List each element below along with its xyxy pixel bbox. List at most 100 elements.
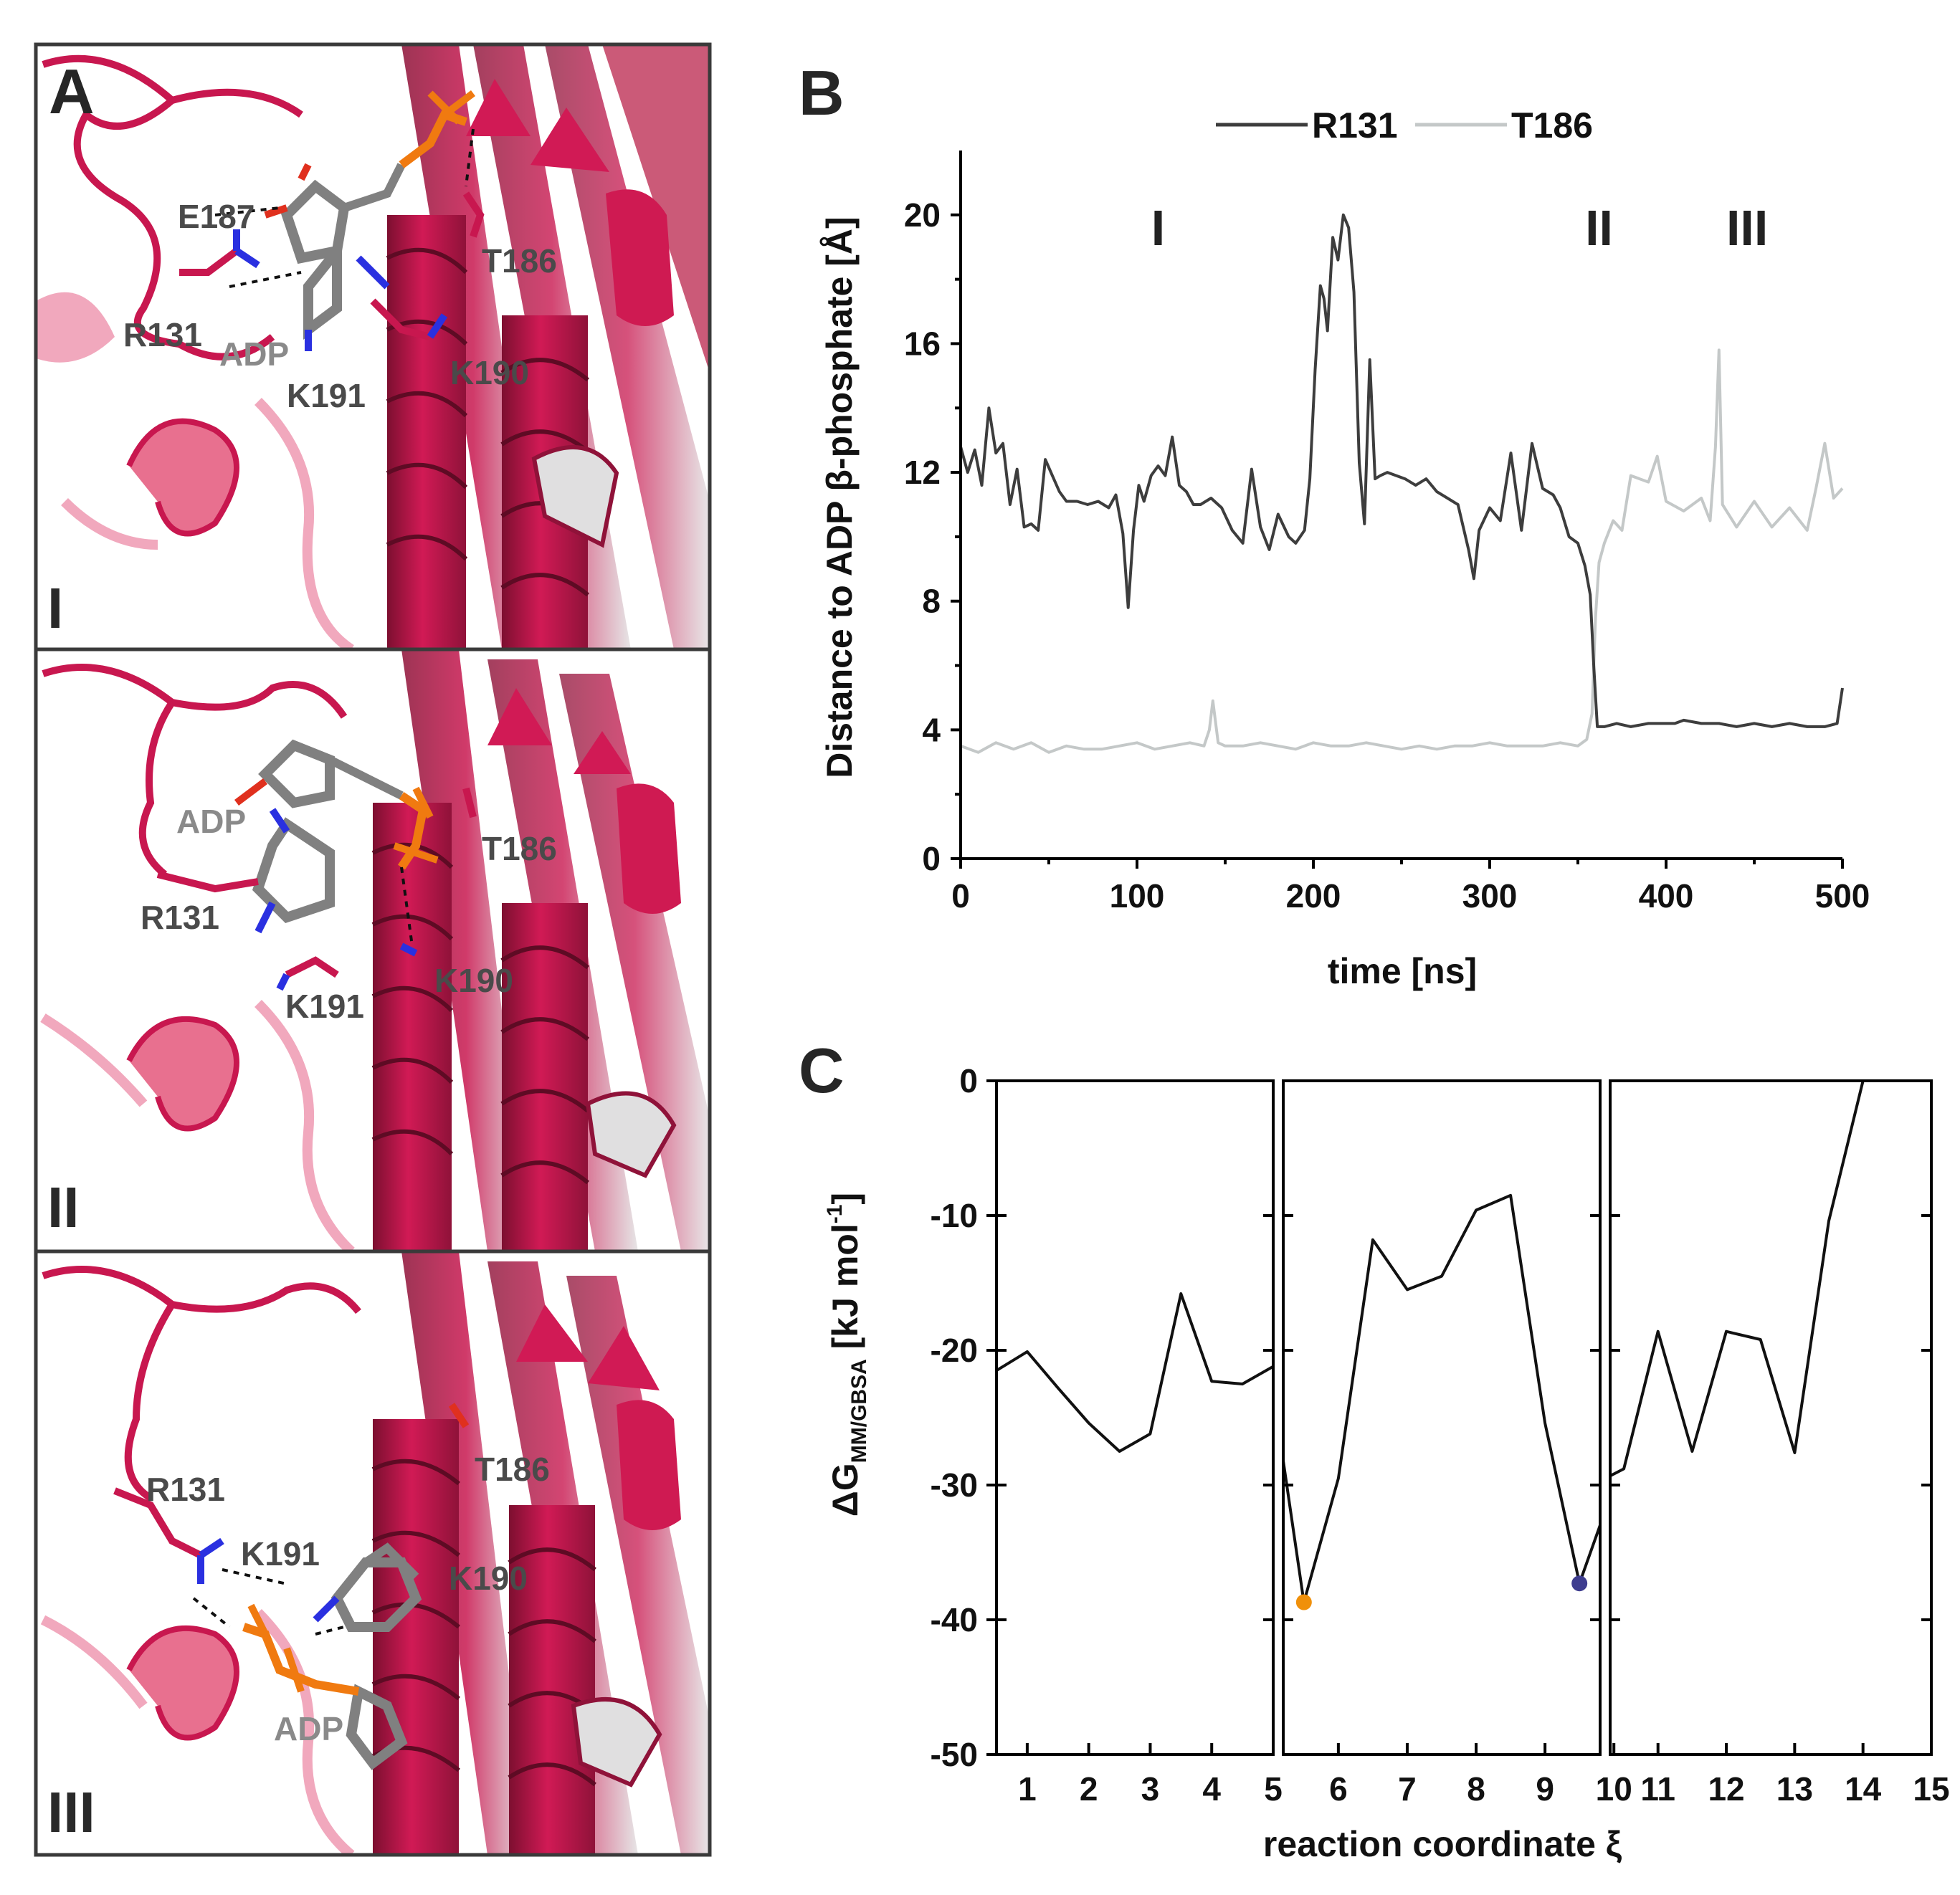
y-tick-label: 12 [904,454,941,491]
protein-cartoon [36,44,710,649]
panel-a-structures: E187 R131 ADP K191 K190 T186 I [34,42,712,1857]
protein-cartoon [40,649,710,1251]
x-tick-label: 300 [1462,877,1518,915]
x-tick-label: 6 [1329,1770,1348,1808]
y-axis-title: ΔGMM/GBSA [kJ mol-1] [823,1193,871,1517]
state-label-3: III [47,1780,95,1844]
y-tick-label: 4 [922,711,941,748]
x-tick-label: 5 [1264,1770,1283,1808]
x-tick-label: 2 [1080,1770,1098,1808]
label-e187: E187 [178,198,254,235]
series-line-panel-1 [996,1292,1273,1453]
label-t186: T186 [482,242,557,280]
ligand-adp [280,90,475,351]
x-tick-label: 100 [1110,877,1165,915]
y-axis-title-main: ΔG [825,1463,865,1517]
legend-label-r131: R131 [1312,105,1398,145]
legend: R131 T186 [1216,105,1593,145]
panel-a-frame [34,42,712,1857]
y-axis-title-unit: [kJ mol [825,1223,865,1359]
y-axis-title-close: ] [825,1193,865,1205]
y-tick-label: 0 [922,840,941,877]
label-r131: R131 [123,316,202,353]
label-t186: T186 [482,830,557,867]
x-tick-label: 7 [1398,1770,1417,1808]
y-tick-label: 20 [904,196,941,234]
region-label: III [1726,200,1768,256]
structure-panel-1: E187 R131 ADP K191 K190 T186 I [36,44,710,649]
structure-panel-2: R131 ADP T186 K191 K190 II [36,649,710,1251]
side-chains [113,1403,470,1636]
series-lines [996,1080,1865,1604]
point-marker [1295,1594,1312,1610]
x-tick-label: 4 [1202,1770,1221,1808]
x-tick-label: 0 [951,877,970,915]
y-tick-label: -20 [931,1332,978,1369]
series-line-r131 [959,213,1844,728]
ligand-adp [242,1542,422,1770]
x-tick-label: 3 [1141,1770,1160,1808]
x-tick-label: 200 [1286,877,1341,915]
point-marker [1571,1575,1588,1592]
figure-label-b: B [799,57,845,128]
label-adp: ADP [219,335,289,373]
x-tick-label: 400 [1639,877,1694,915]
y-tick-label: -50 [931,1736,978,1773]
x-tick-label: 14 [1845,1770,1882,1808]
x-tick-label: 9 [1536,1770,1554,1808]
x-tick-label: 8 [1467,1770,1485,1808]
protein-cartoon [40,1251,710,1855]
label-k191: K191 [241,1535,320,1572]
panel-c-chart: C 0-10-20-30-40-501 2 3 4 5 6 7 8 9 10 11 12 13 14 15 … [799,1035,1950,1864]
x-tick-label: 10 [1596,1770,1632,1808]
x-axis-title: reaction coordinate ξ [1263,1824,1622,1864]
label-k190: K190 [434,962,513,999]
x-tick-label: 12 [1708,1770,1744,1808]
y-tick-label: 16 [904,325,941,362]
legend-label-t186: T186 [1511,105,1593,145]
x-tick-label: 13 [1776,1770,1813,1808]
label-adp: ADP [176,803,246,840]
x-axis-title: time [ns] [1328,951,1477,991]
side-chains [179,128,485,340]
state-label-1: I [47,576,63,640]
figure-label-c: C [799,1035,845,1106]
x-tick-label: 500 [1815,877,1870,915]
y-axis-title: Distance to ADP β-phosphate [Å] [819,216,860,778]
point-markers [1295,1575,1588,1610]
y-tick-label: 8 [922,583,941,620]
y-tick-label: -30 [931,1466,978,1504]
y-axis-title-superscript: -1 [823,1205,847,1224]
series-line-t186 [960,348,1844,754]
label-k190: K190 [449,1560,528,1597]
label-t186: T186 [475,1451,550,1488]
panel-frame-2 [1282,1079,1602,1756]
x-tick-label: 11 [1640,1770,1675,1808]
label-k190: K190 [450,354,529,391]
y-tick-label: -40 [931,1601,978,1638]
region-label: II [1585,200,1613,256]
label-k191: K191 [285,988,364,1025]
series-lines [959,213,1844,754]
y-axis-title-subscript: MM/GBSA [847,1359,871,1463]
label-k191: K191 [287,377,366,414]
label-r131: R131 [146,1471,225,1508]
axes: 0-10-20-30-40-501 2 3 4 5 6 7 8 9 10 11 12 13 14 15 [931,1062,1950,1808]
y-tick-label: 0 [959,1062,978,1099]
figure-label-a: A [49,56,95,127]
label-adp: ADP [274,1710,343,1747]
y-tick-label: -10 [931,1197,978,1234]
x-tick-label: 1 [1018,1770,1037,1808]
structure-panel-3: R131 T186 K191 K190 ADP III [36,1251,710,1855]
x-tick-label: 15 [1913,1770,1949,1808]
label-r131: R131 [141,899,219,936]
series-line-panel-2 [1283,1193,1600,1604]
region-label: I [1151,200,1165,256]
state-label-2: II [47,1175,79,1239]
panel-frame-1 [995,1079,1275,1756]
ligand-adp [234,739,439,934]
panel-frame-3 [1609,1079,1933,1756]
